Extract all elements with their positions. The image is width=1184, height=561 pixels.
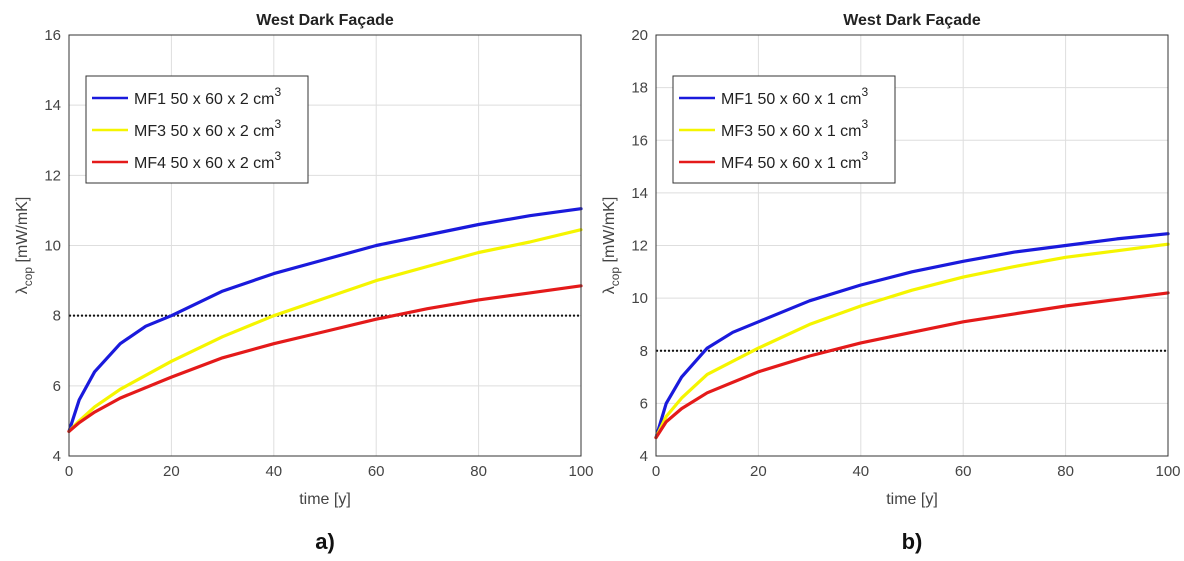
panel-label: a) (315, 529, 335, 554)
plot-frame (68, 34, 582, 457)
y-axis-label-unit: [mW/mK] (601, 197, 618, 267)
y-tick-label: 14 (44, 97, 61, 114)
chart-title: West Dark Façade (256, 12, 394, 29)
x-tick-label: 20 (750, 463, 767, 480)
x-tick-label: 60 (368, 463, 385, 480)
x-tick-label: 0 (65, 463, 73, 480)
y-axis-label: λcop [mW/mK] (601, 197, 622, 295)
x-axis-label: time [y] (886, 491, 938, 508)
legend-entry-superscript: 3 (862, 117, 869, 131)
chart-panel-a: 0 20 40 60 80 100 4 6 8 10 12 14 16 West Dark Façade t… (14, 12, 594, 554)
x-tick-label: 100 (568, 463, 593, 480)
series-line-mf1 (67, 207, 583, 433)
y-tick-label: 4 (640, 448, 648, 465)
chart-panel-b: 0 20 40 60 80 100 4 6 8 10 12 14 16 18 20 West Dark Faç… (601, 12, 1181, 554)
x-tick-label: 0 (652, 463, 660, 480)
x-axis-label: time [y] (299, 491, 351, 508)
panel-label: b) (902, 529, 923, 554)
y-tick-label: 4 (53, 448, 61, 465)
y-axis-label-subscript: cop (21, 267, 35, 287)
y-axis-label-symbol: λ (601, 286, 618, 294)
legend-entry-name: MF3 50 x 60 x 1 cm (721, 123, 862, 140)
x-tick-label: 80 (470, 463, 487, 480)
legend-entry-superscript: 3 (275, 85, 282, 99)
plot-frame (655, 34, 1169, 457)
y-tick-label: 16 (631, 132, 648, 149)
y-axis-label-subscript: cop (608, 267, 622, 287)
y-tick-label: 8 (53, 308, 61, 325)
chart-title: West Dark Façade (843, 12, 981, 29)
y-tick-label: 6 (640, 395, 648, 412)
y-axis-label: λcop [mW/mK] (14, 197, 35, 295)
y-tick-label: 12 (631, 238, 648, 255)
y-tick-label: 12 (44, 167, 61, 184)
legend-entry-name: MF3 50 x 60 x 2 cm (134, 123, 275, 140)
x-tick-label: 80 (1057, 463, 1074, 480)
legend-entry-superscript: 3 (275, 117, 282, 131)
x-tick-label: 40 (852, 463, 869, 480)
y-tick-label: 10 (631, 290, 648, 307)
x-tick-label: 60 (955, 463, 972, 480)
x-tick-label: 20 (163, 463, 180, 480)
legend-entry-name: MF4 50 x 60 x 1 cm (721, 155, 862, 172)
legend-entry: MF4 50 x 60 x 1 cm3 (721, 149, 869, 172)
series-line-mf1 (654, 232, 1170, 440)
legend-entry-name: MF1 50 x 60 x 1 cm (721, 91, 862, 108)
legend-entry-superscript: 3 (275, 149, 282, 163)
y-tick-label: 6 (53, 378, 61, 395)
legend-entry-superscript: 3 (862, 149, 869, 163)
y-tick-label: 10 (44, 238, 61, 255)
y-tick-label: 18 (631, 80, 648, 97)
legend-entry-name: MF1 50 x 60 x 2 cm (134, 91, 275, 108)
legend-entry: MF3 50 x 60 x 1 cm3 (721, 117, 869, 140)
y-tick-label: 14 (631, 185, 648, 202)
y-tick-label: 20 (631, 27, 648, 44)
y-tick-label: 16 (44, 27, 61, 44)
y-axis-label-symbol: λ (14, 286, 31, 294)
legend-entry-superscript: 3 (862, 85, 869, 99)
x-tick-label: 40 (265, 463, 282, 480)
legend-entry-name: MF4 50 x 60 x 2 cm (134, 155, 275, 172)
x-tick-label: 100 (1155, 463, 1180, 480)
legend-entry: MF3 50 x 60 x 2 cm3 (134, 117, 282, 140)
y-axis-label-unit: [mW/mK] (14, 197, 31, 267)
legend-entry: MF1 50 x 60 x 1 cm3 (721, 85, 869, 108)
legend-entry: MF4 50 x 60 x 2 cm3 (134, 149, 282, 172)
legend-entry: MF1 50 x 60 x 2 cm3 (134, 85, 282, 108)
y-tick-label: 8 (640, 343, 648, 360)
